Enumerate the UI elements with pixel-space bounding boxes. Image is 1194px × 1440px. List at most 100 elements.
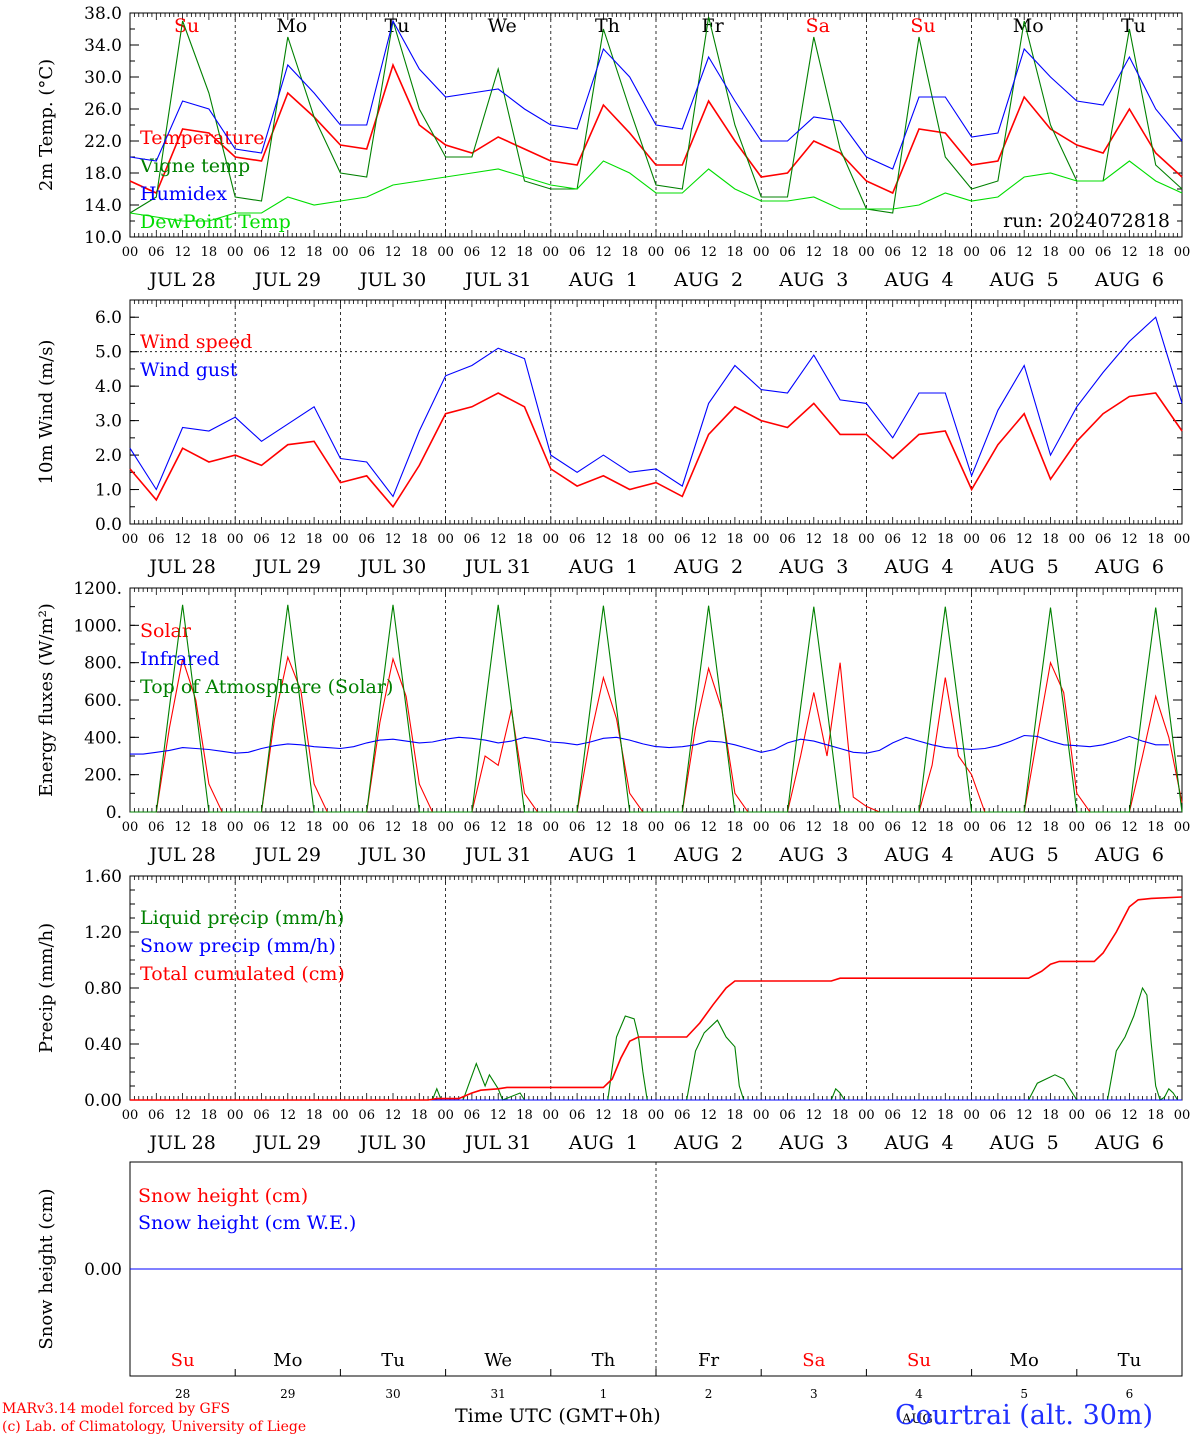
- x-date-label: AUG 6: [1094, 269, 1164, 291]
- x-hour-label: 00: [753, 532, 770, 547]
- x-date-label: JUL 30: [358, 556, 426, 578]
- x-hour-label: 12: [174, 1108, 191, 1123]
- x-hour-label: 06: [674, 532, 691, 547]
- x-hour-label: 06: [148, 532, 165, 547]
- x-hour-label: 12: [700, 532, 717, 547]
- x-hour-label: 00: [332, 1108, 349, 1123]
- y-tick-label: 1.0: [95, 481, 122, 501]
- x-hour-label: 12: [806, 245, 823, 260]
- y-axis-label: Snow height (cm): [36, 1188, 57, 1349]
- day-name: Mo: [1010, 1350, 1039, 1371]
- x-hour-label: 00: [1069, 820, 1086, 835]
- y-tick-label: 200.: [84, 766, 122, 786]
- x-hour-label: 18: [201, 820, 218, 835]
- x-hour-label: 18: [1042, 532, 1059, 547]
- x-hour-label: 00: [963, 245, 980, 260]
- legend-entry: Solar: [140, 620, 192, 642]
- x-hour-label: 06: [358, 820, 375, 835]
- legend-entry: Snow precip (mm/h): [140, 935, 336, 957]
- y-axis-label: 2m Temp. (°C): [36, 59, 57, 191]
- x-date-label: AUG 6: [1094, 1132, 1164, 1154]
- x-date-label: JUL 29: [253, 844, 321, 866]
- x-hour-label: 12: [174, 245, 191, 260]
- x-hour-label: 06: [148, 245, 165, 260]
- x-hour-label: 18: [306, 245, 323, 260]
- x-hour-label: 06: [1095, 245, 1112, 260]
- x-date-label: JUL 28: [147, 1132, 215, 1154]
- x-hour-label: 00: [858, 532, 875, 547]
- x-date-label: AUG 6: [1094, 556, 1164, 578]
- x-hour-label: 18: [727, 1108, 744, 1123]
- legend-entry: Top of Atmosphere (Solar): [140, 676, 393, 698]
- x-hour-label: 06: [779, 820, 796, 835]
- x-date-label: AUG 6: [1094, 844, 1164, 866]
- day-name: Su: [907, 1350, 931, 1371]
- x-date-label: JUL 31: [463, 844, 531, 866]
- x-date-label: AUG 4: [883, 556, 953, 578]
- credit-line-2: (c) Lab. of Climatology, University of L…: [2, 1419, 307, 1435]
- x-hour-label: 18: [516, 1108, 533, 1123]
- x-hour-label: 00: [332, 820, 349, 835]
- x-hour-label: 06: [884, 245, 901, 260]
- day-name: Sa: [802, 1350, 825, 1371]
- legend-entry: Infrared: [140, 648, 220, 670]
- x-hour-label: 12: [700, 820, 717, 835]
- day-number: 1: [600, 1387, 608, 1401]
- day-name: Mo: [276, 15, 307, 37]
- x-hour-label: 12: [911, 245, 928, 260]
- day-name: We: [484, 1350, 512, 1371]
- x-hour-label: 12: [806, 532, 823, 547]
- x-hour-label: 18: [306, 1108, 323, 1123]
- x-date-label: AUG 2: [673, 844, 743, 866]
- x-hour-label: 18: [516, 532, 533, 547]
- x-date-label: JUL 29: [253, 269, 321, 291]
- x-hour-label: 12: [490, 245, 507, 260]
- x-hour-label: 18: [201, 532, 218, 547]
- x-hour-label: 18: [1042, 820, 1059, 835]
- x-hour-label: 18: [516, 245, 533, 260]
- series-line: [129, 62, 1183, 195]
- x-hour-label: 06: [253, 1108, 270, 1123]
- series-line: [130, 986, 1179, 1101]
- x-hour-label: 06: [674, 820, 691, 835]
- day-name: Tu: [1118, 1350, 1142, 1371]
- legend-entry: Wind gust: [140, 359, 238, 381]
- y-tick-label: 4.0: [95, 377, 122, 397]
- x-hour-label: 00: [437, 820, 454, 835]
- x-date-label: AUG 3: [778, 1132, 848, 1154]
- x-hour-label: 06: [464, 245, 481, 260]
- x-date-label: AUG 4: [883, 1132, 953, 1154]
- x-hour-label: 00: [543, 245, 560, 260]
- y-axis-label: Precip (mm/h): [36, 923, 57, 1053]
- y-tick-label: 1000.: [73, 616, 122, 636]
- x-date-label: AUG 3: [778, 556, 848, 578]
- x-hour-label: 12: [806, 1108, 823, 1123]
- day-name: Sa: [806, 15, 830, 37]
- x-date-label: AUG 4: [883, 269, 953, 291]
- x-hour-label: 12: [385, 245, 402, 260]
- x-hour-label: 00: [227, 532, 244, 547]
- y-axis-label: 10m Wind (m/s): [36, 340, 57, 485]
- x-hour-label: 06: [569, 820, 586, 835]
- x-hour-label: 12: [174, 532, 191, 547]
- day-name: Mo: [1013, 15, 1044, 37]
- x-date-label: JUL 31: [463, 556, 531, 578]
- x-hour-label: 06: [1095, 1108, 1112, 1123]
- legend-entry: Vigne temp: [139, 155, 250, 177]
- x-hour-label: 06: [253, 245, 270, 260]
- y-tick-label: 18.0: [84, 164, 122, 184]
- x-hour-label: 00: [122, 532, 139, 547]
- y-tick-label: 22.0: [84, 132, 122, 152]
- x-hour-label: 06: [569, 245, 586, 260]
- day-number: 29: [280, 1387, 295, 1401]
- x-date-label: AUG 3: [778, 269, 848, 291]
- x-hour-label: 18: [1147, 820, 1164, 835]
- x-date-label: AUG 5: [989, 844, 1059, 866]
- x-hour-label: 18: [832, 1108, 849, 1123]
- y-tick-label: 0.80: [84, 979, 122, 999]
- legend-entry: Temperature: [140, 127, 264, 149]
- series-line: [130, 896, 1183, 1101]
- x-hour-label: 06: [569, 1108, 586, 1123]
- y-tick-label: 5.0: [95, 343, 122, 363]
